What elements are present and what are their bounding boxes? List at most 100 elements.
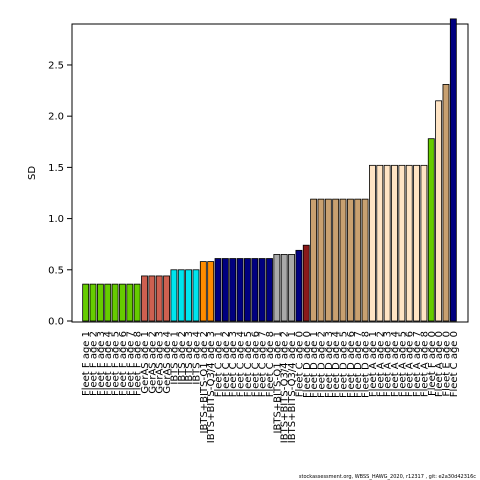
x-tick-label: Fleet D age 8	[361, 331, 372, 398]
bar	[170, 269, 178, 322]
x-tick-label: Fleet C age 0	[449, 331, 460, 397]
x-tick-label: Fleet A age 1	[368, 331, 379, 397]
y-tick-label: 2.5	[48, 60, 64, 71]
bar	[302, 244, 310, 322]
x-tick-label: Fleet A age 8	[419, 331, 430, 397]
y-tick-label: 0.0	[48, 317, 64, 328]
x-tick-label: Fleet F age 5	[111, 331, 122, 396]
x-tick-label: Fleet C age 7	[258, 331, 269, 397]
x-tick-label: IBTS age 4	[191, 331, 202, 385]
bar	[266, 258, 273, 322]
bar	[126, 283, 134, 322]
bar	[413, 164, 420, 322]
bar	[214, 258, 222, 322]
bar	[288, 254, 295, 322]
bar	[420, 164, 428, 322]
x-tick-label: Fleet F age 0	[427, 331, 438, 396]
footer-note: stockassessment.org, WBSS_HAWG_2020, r12…	[299, 474, 476, 480]
bar	[229, 258, 237, 322]
x-tick-label: Fleet C age 1	[214, 331, 225, 397]
x-tick-label: Fleet F age 1	[81, 331, 92, 396]
x-tick-label: Fleet C age 4	[236, 331, 247, 397]
x-tick-label: Fleet A age 0	[434, 331, 445, 397]
bar	[346, 198, 354, 322]
x-tick-label: IBTS+BITS-Q1 age 2	[199, 331, 210, 433]
bar	[199, 261, 207, 322]
bar	[427, 138, 435, 322]
bar	[141, 275, 148, 322]
bar	[221, 258, 229, 322]
bar	[177, 269, 185, 322]
bars-group	[82, 18, 457, 322]
x-tick-label: Fleet F age 7	[125, 331, 136, 396]
x-tick-label: GerAS age 4	[162, 331, 173, 394]
x-tick-label: Fleet C age 8	[265, 331, 276, 397]
bar	[339, 198, 347, 322]
y-tick-label: 2.0	[48, 112, 64, 123]
x-tick-label: IBTS age 2	[177, 331, 188, 385]
x-tick-label: IBTS+BITS-Q3/4 age 2	[280, 331, 291, 443]
bar	[354, 198, 362, 322]
bar	[207, 261, 215, 322]
bar	[185, 269, 193, 322]
x-tick-label: Fleet F age 2	[89, 331, 100, 396]
x-tick-label: Fleet C age 5	[243, 331, 254, 397]
bar	[435, 100, 443, 322]
bar	[111, 283, 119, 322]
bar	[244, 258, 251, 322]
x-tick-label: Fleet C age 2	[221, 331, 232, 397]
bar	[280, 254, 288, 322]
x-tick-label: Fleet F age 8	[133, 331, 144, 396]
bar	[163, 275, 170, 322]
x-tick-label: Fleet F age 6	[118, 331, 129, 396]
x-tick-label: GerAS age 2	[147, 331, 158, 394]
bar	[148, 275, 156, 322]
x-tick-label: GerAS age 1	[140, 331, 151, 394]
x-tick-label: Fleet D age 1	[309, 331, 320, 398]
bar	[236, 258, 244, 322]
x-tick-label: Fleet A age 6	[405, 331, 416, 397]
x-tick-label: Fleet A age 4	[390, 331, 401, 397]
x-tick-label: Fleet D age 2	[316, 331, 327, 398]
x-tick-label: IBTS+BITS-Q3/4 age 1	[287, 331, 298, 443]
bar	[89, 283, 97, 322]
bar	[155, 275, 163, 322]
x-tick-label: Fleet D age 0	[302, 331, 313, 398]
x-tick-label: Fleet A age 5	[397, 331, 408, 397]
x-tick-label: Fleet A age 2	[375, 331, 386, 397]
bar	[295, 249, 303, 322]
plot-frame	[71, 23, 469, 323]
y-tick-label: 1.0	[48, 214, 64, 225]
bar	[317, 198, 325, 322]
x-tick-label: Fleet D age 7	[353, 331, 364, 398]
bar	[133, 283, 141, 322]
bar	[332, 198, 340, 322]
x-tick-label: IBTS age 1	[169, 331, 180, 385]
bar	[251, 258, 259, 322]
x-tick-label: Fleet E age 0	[441, 331, 452, 397]
x-tick-label: Fleet F age 4	[103, 331, 114, 396]
bar	[82, 283, 90, 322]
x-tick-label: Fleet C age 3	[228, 331, 239, 397]
x-tick-label: Fleet D age 5	[339, 331, 350, 398]
bar	[376, 164, 384, 322]
bar	[104, 283, 112, 322]
bar	[405, 164, 413, 322]
y-axis: 0.0 0.5 1.0 1.5 2.0 2.5	[48, 60, 72, 328]
bar	[310, 198, 318, 322]
x-tick-label: Fleet D age 6	[346, 331, 357, 398]
x-tick-label: Fleet F age 3	[96, 331, 107, 396]
bar	[398, 164, 406, 322]
bar	[324, 198, 332, 322]
x-tick-label: Fleet D age 3	[324, 331, 335, 398]
bar	[449, 18, 457, 322]
bar	[119, 283, 126, 322]
x-tick-label: Fleet D age 4	[331, 331, 342, 398]
x-tick-label: IBTS+BITS-Q1 age 1	[272, 331, 283, 433]
x-tick-label: IBTS+BITS-Q3/4 age 3	[206, 331, 217, 443]
bar	[369, 164, 376, 322]
x-tick-label: IBTS age 3	[184, 331, 195, 385]
bar	[258, 258, 266, 322]
